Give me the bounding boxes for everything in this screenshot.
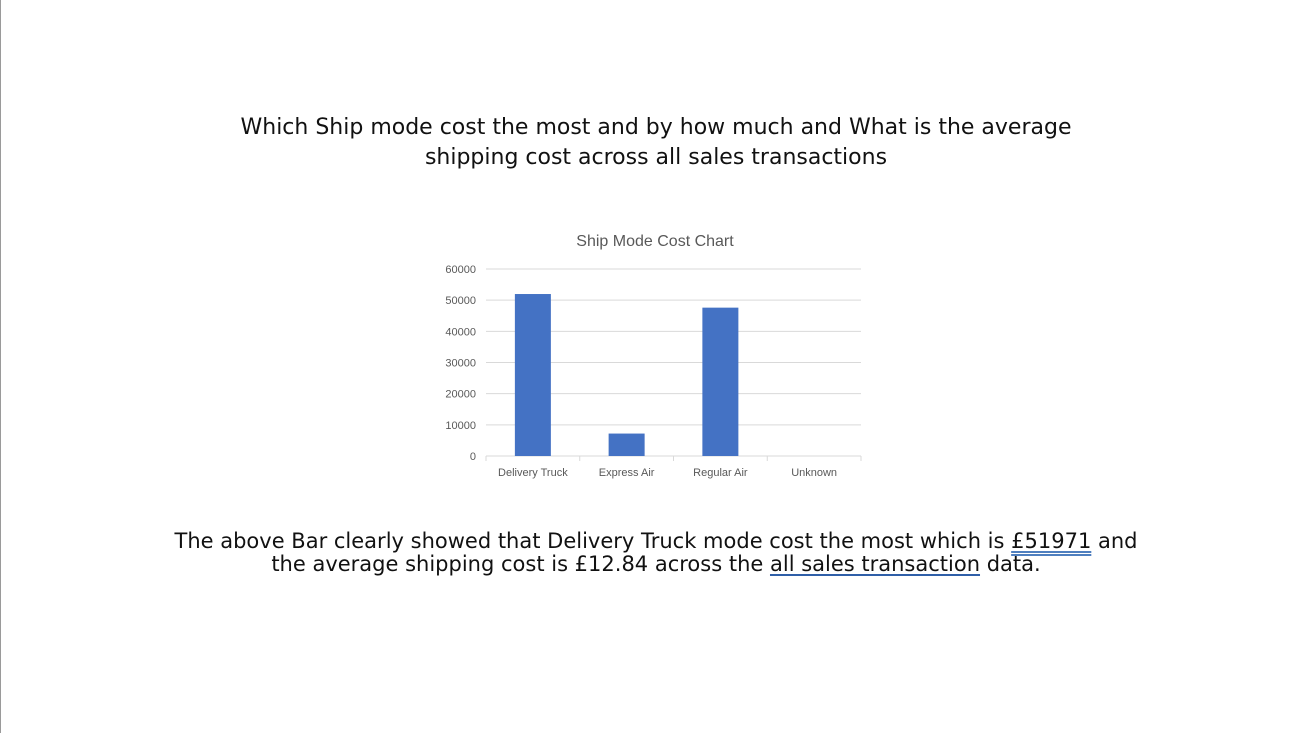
slide-title-line-1: Which Ship mode cost the most and by how… xyxy=(240,115,1072,140)
y-tick-label: 60000 xyxy=(445,264,476,276)
summary-line-1: The above Bar clearly showed that Delive… xyxy=(101,529,1211,553)
bar-delivery-truck[interactable] xyxy=(514,294,551,456)
y-tick-label: 20000 xyxy=(445,389,476,401)
summary-line-2-prefix: the average shipping cost is £12.84 acro… xyxy=(271,552,770,576)
highest-cost-amount: £51971 xyxy=(1011,529,1092,553)
all-sales-transaction-link[interactable]: all sales transaction xyxy=(769,552,981,576)
x-tick-label: Delivery Truck xyxy=(498,467,568,479)
ship-mode-chart[interactable]: Ship Mode Cost Chart 0 10000 20000 30000 400… xyxy=(421,222,881,492)
y-tick-label: 0 xyxy=(470,451,476,463)
x-axis-ticks: Delivery Truck Express Air Regular Air Unkn… xyxy=(485,456,862,479)
summary-line-2-suffix: data. xyxy=(980,552,1041,576)
x-tick-label: Unknown xyxy=(791,467,837,479)
y-tick-label: 30000 xyxy=(445,358,476,370)
y-tick-label: 10000 xyxy=(445,420,476,432)
chart-title: Ship Mode Cost Chart xyxy=(576,233,734,250)
bar-express-air[interactable] xyxy=(608,433,645,456)
bar-layer xyxy=(514,294,739,456)
summary-line-2: the average shipping cost is £12.84 acro… xyxy=(101,552,1211,576)
bar-regular-air[interactable] xyxy=(702,307,739,456)
y-tick-label: 40000 xyxy=(445,326,476,338)
x-tick-label: Regular Air xyxy=(693,467,748,479)
summary-line-1-suffix: and xyxy=(1091,529,1138,553)
x-tick-label: Express Air xyxy=(599,467,655,479)
y-tick-label: 50000 xyxy=(445,295,476,307)
summary-line-1-prefix: The above Bar clearly showed that Delive… xyxy=(174,529,1012,553)
y-axis-ticks: 0 10000 20000 30000 40000 50000 60000 xyxy=(445,264,476,463)
slide-title-line-2: shipping cost across all sales transacti… xyxy=(424,145,888,170)
chart-svg: Ship Mode Cost Chart 0 10000 20000 30000 400… xyxy=(445,233,862,479)
